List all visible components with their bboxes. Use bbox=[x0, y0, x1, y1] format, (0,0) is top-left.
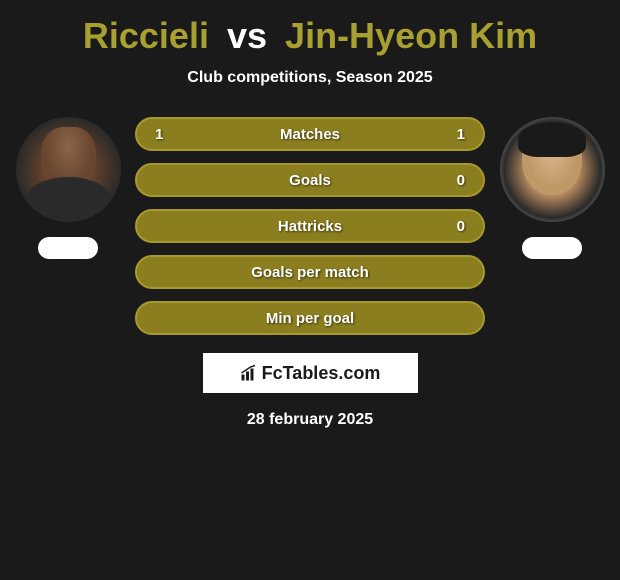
content-row: 1 Matches 1 Goals 0 Hattricks 0 Goals pe… bbox=[0, 117, 620, 335]
stat-label: Matches bbox=[280, 126, 340, 143]
stats-column: 1 Matches 1 Goals 0 Hattricks 0 Goals pe… bbox=[135, 117, 485, 335]
branding-text: FcTables.com bbox=[262, 363, 381, 384]
stat-row-goals: Goals 0 bbox=[135, 163, 485, 197]
stat-label: Goals bbox=[289, 172, 331, 189]
stat-row-goals-per-match: Goals per match bbox=[135, 255, 485, 289]
stat-label: Hattricks bbox=[278, 218, 342, 235]
stat-label: Goals per match bbox=[251, 264, 369, 281]
player-right-name: Jin-Hyeon Kim bbox=[285, 15, 537, 56]
stat-row-min-per-goal: Min per goal bbox=[135, 301, 485, 335]
stat-right-value: 0 bbox=[457, 172, 465, 189]
stat-right-value: 0 bbox=[457, 218, 465, 235]
chart-icon bbox=[240, 364, 258, 382]
player-left-column bbox=[13, 117, 123, 259]
stat-right-value: 1 bbox=[457, 126, 465, 143]
stat-left-value: 1 bbox=[155, 126, 163, 143]
player-right-column bbox=[497, 117, 607, 259]
player-left-avatar bbox=[16, 117, 121, 222]
stat-label: Min per goal bbox=[266, 310, 354, 327]
player-left-name: Riccieli bbox=[83, 15, 209, 56]
vs-label: vs bbox=[227, 15, 267, 56]
player-left-flag bbox=[38, 237, 98, 259]
comparison-title: Riccieli vs Jin-Hyeon Kim bbox=[0, 15, 620, 57]
player-right-flag bbox=[522, 237, 582, 259]
branding-box: FcTables.com bbox=[203, 353, 418, 393]
player-right-avatar bbox=[500, 117, 605, 222]
stat-row-hattricks: Hattricks 0 bbox=[135, 209, 485, 243]
subtitle: Club competitions, Season 2025 bbox=[0, 69, 620, 87]
infographic-container: Riccieli vs Jin-Hyeon Kim Club competiti… bbox=[0, 0, 620, 439]
date-label: 28 february 2025 bbox=[0, 411, 620, 429]
stat-row-matches: 1 Matches 1 bbox=[135, 117, 485, 151]
